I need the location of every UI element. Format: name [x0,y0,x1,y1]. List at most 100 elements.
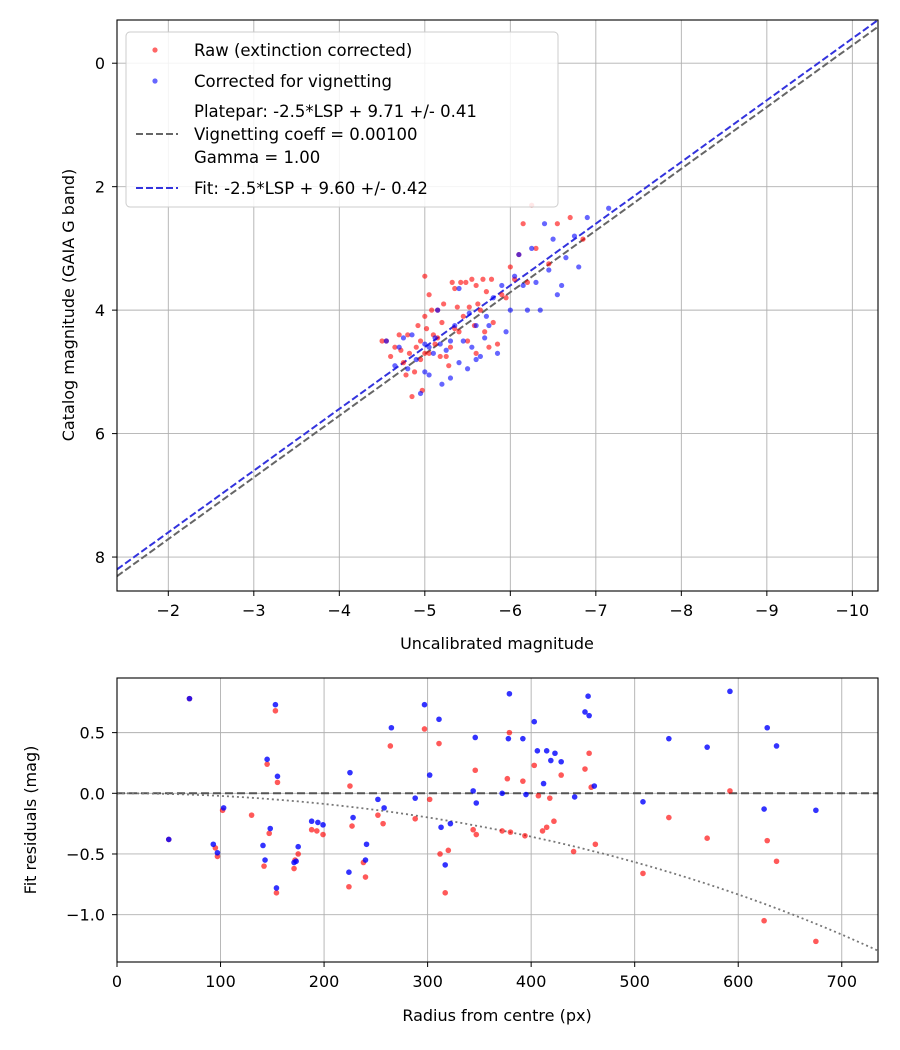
corrected-point [559,282,565,289]
raw-point [429,307,435,313]
corrected-residual-point [308,818,315,825]
top-x-tick-label: −10 [835,601,869,620]
raw-residual-point [273,890,280,896]
raw-residual-point [291,865,297,872]
raw-residual-point [640,870,646,877]
corrected-residual-point [523,791,529,798]
raw-residual-point [520,778,526,784]
raw-point [554,221,560,227]
corrected-point [456,360,462,366]
raw-residual-point [473,831,480,838]
raw-point [473,282,479,289]
raw-point [480,276,486,282]
corrected-point [584,214,590,221]
legend-raw-label: Raw (extinction corrected) [194,41,412,60]
corrected-residual-point [447,820,454,827]
bottom-reference-lines [117,792,878,952]
corrected-point [503,329,509,335]
raw-point [456,329,462,335]
corrected-point [499,282,505,289]
raw-point [567,214,573,221]
raw-point [488,276,495,282]
raw-point [499,292,505,298]
raw-residual-point [499,828,505,834]
raw-point [452,285,458,292]
raw-residual-point [543,824,550,831]
top-scatter-points [379,202,612,400]
raw-residual-point [506,729,513,736]
corrected-residual-point [320,822,326,828]
top-x-tick-label: −4 [328,601,352,620]
raw-residual-point [412,815,418,822]
platepar-line [117,25,878,577]
raw-residual-point [387,743,394,749]
corrected-residual-point [585,693,591,700]
corrected-point [413,356,419,363]
residuals-plot: 0 100 200 300 400 500 600 700 0.5 0.0 −0.5 −1.0 Rad… [21,677,879,1025]
corrected-residual-point [375,796,381,803]
top-x-tick-label: −3 [242,601,266,620]
raw-residual-point [314,828,320,834]
raw-residual-point [347,783,353,789]
corrected-point [452,322,458,329]
raw-residual-point [442,890,449,896]
corrected-residual-point [421,701,428,708]
raw-point [482,329,488,335]
corrected-residual-point [571,794,578,800]
raw-residual-point [248,812,255,818]
raw-residual-point [380,820,386,827]
bottom-x-tick-label: 500 [619,972,650,991]
corrected-residual-point [552,750,558,757]
corrected-point [409,332,415,338]
raw-residual-point [546,795,553,801]
top-x-tick-label: −5 [413,601,437,620]
legend-platepar-line-3: Gamma = 1.00 [194,148,320,167]
corrected-residual-point [436,716,442,723]
corrected-point [571,233,578,239]
vignetting-curve [117,792,878,952]
raw-point [388,353,394,360]
raw-point [473,350,479,356]
raw-residual-point [472,767,479,774]
corrected-residual-point [666,735,672,742]
corrected-point [430,350,436,356]
corrected-residual-point [764,724,771,731]
top-ticks: −2 −3 −4 −5 −6 −7 −8 −9 −10 0 2 4 6 8 [95,54,869,620]
raw-point [458,279,464,285]
raw-residual-point [437,851,443,857]
legend-fit-label: Fit: -2.5*LSP + 9.60 +/- 0.42 [194,179,428,198]
corrected-point [541,221,548,227]
raw-residual-point [346,883,352,890]
bottom-y-tick-label: −1.0 [66,906,105,925]
corrected-residual-point [548,757,554,764]
corrected-residual-point [262,857,268,863]
raw-point [486,344,492,350]
corrected-residual-point [346,869,352,875]
bottom-y-tick-label: 0.0 [80,784,105,803]
raw-residual-point [704,835,710,842]
raw-residual-point [445,847,452,854]
corrected-point [464,366,471,372]
top-y-tick-label: 8 [95,548,105,567]
raw-residual-point [773,858,780,865]
corrected-point [533,279,539,285]
corrected-residual-point [350,814,356,821]
raw-point [494,341,501,347]
raw-residual-point [764,837,771,844]
corrected-point [537,307,543,313]
raw-point [520,221,526,227]
corrected-point [477,353,483,360]
corrected-residual-point [534,748,541,754]
corrected-point [490,295,496,301]
raw-point [413,344,419,350]
corrected-point [447,338,454,344]
corrected-point [422,369,428,375]
corrected-residual-point [727,688,733,695]
corrected-residual-point [558,758,564,765]
corrected-residual-point [426,772,433,778]
legend-corrected-label: Corrected for vignetting [194,72,392,91]
bottom-ticks: 0 100 200 300 400 500 600 700 0.5 0.0 −0.5 −1.0 [66,724,857,991]
raw-residual-point [666,814,672,821]
corrected-residual-point [274,773,281,780]
corrected-residual-point [591,783,598,789]
